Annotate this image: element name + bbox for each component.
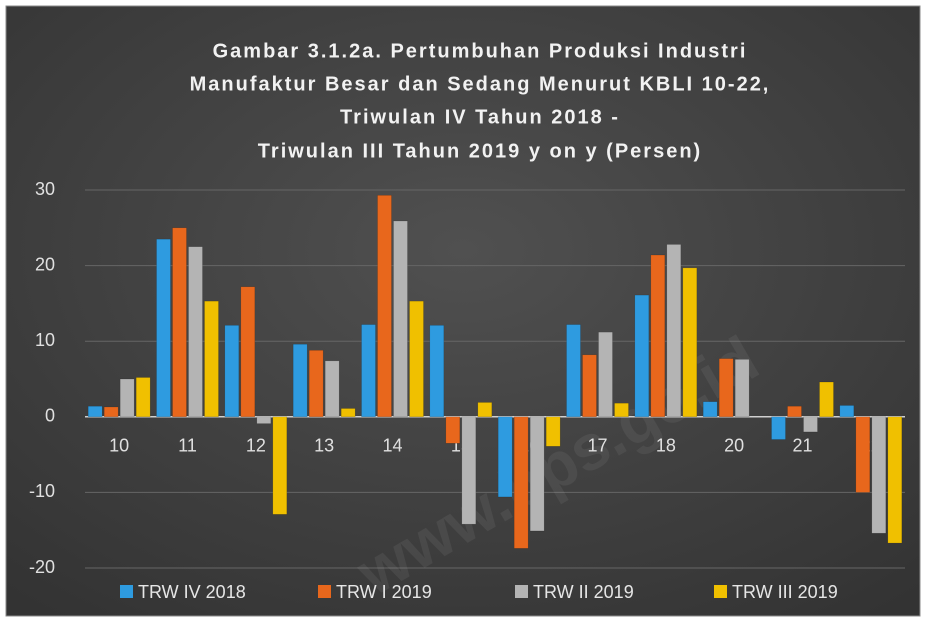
chart-title: Manufaktur Besar dan Sedang Menurut KBLI… [190,73,771,95]
legend-label: TRW IV 2018 [138,582,246,602]
bar [461,416,477,525]
bar [172,227,187,418]
bar [324,360,340,418]
x-tick-label: 20 [724,436,744,456]
bar [566,324,581,418]
bar [819,381,834,418]
x-tick-label: 18 [656,436,676,456]
bar [156,238,171,418]
y-tick-label: -20 [29,557,55,577]
bar [240,286,256,418]
bar [702,401,718,418]
legend-label: TRW I 2019 [336,582,432,602]
bar [224,325,240,418]
bar [429,325,445,418]
chart-title: Triwulan III Tahun 2019 y on y (Persen) [258,140,702,162]
x-tick-label: 17 [587,436,607,456]
bar [666,244,682,418]
bar [855,416,871,493]
bar [256,416,272,424]
bar [634,294,650,418]
legend-swatch [318,585,331,598]
y-tick-label: 10 [35,330,55,350]
bar [103,406,119,418]
bar [497,416,513,498]
bar [308,350,324,418]
y-tick-label: -10 [29,481,55,501]
legend-swatch [120,585,133,598]
chart-title: Triwulan IV Tahun 2018 - [340,106,620,128]
bar [614,402,629,418]
bar [204,300,219,418]
bar [188,246,203,418]
bar [377,195,392,418]
y-tick-label: 30 [35,179,55,199]
x-tick-label: 12 [246,436,266,456]
legend-label: TRW II 2019 [533,582,634,602]
legend-label: TRW III 2019 [732,582,838,602]
bar [513,416,529,549]
bar [582,354,597,418]
x-tick-label: 13 [314,436,334,456]
bar [598,331,613,418]
bar [529,416,545,532]
bar [135,377,151,418]
bar [787,405,802,418]
y-tick-label: 0 [45,406,55,426]
bar [119,378,135,418]
chart-title: Gambar 3.1.2a. Pertumbuhan Produksi Indu… [213,40,748,62]
bar [839,405,855,418]
bar [445,416,461,444]
bar [734,359,750,418]
x-tick-label: 10 [109,436,129,456]
bar [393,220,408,418]
x-tick-label: 14 [382,436,402,456]
legend-swatch [714,585,727,598]
x-tick-label: 21 [792,436,812,456]
bar [718,358,734,418]
x-tick-label: 11 [178,436,197,456]
bar [871,416,887,534]
legend-swatch [515,585,528,598]
y-tick-label: 20 [35,254,55,274]
bar [87,405,103,418]
bar [771,416,786,440]
bar [477,402,493,418]
bar [340,408,356,418]
bar [272,416,288,515]
bar [682,267,698,418]
bar [650,254,666,418]
bar [292,343,308,418]
bar [803,416,818,433]
bar [545,416,561,447]
bar [887,416,903,544]
bar [409,300,424,418]
bar [361,324,376,418]
